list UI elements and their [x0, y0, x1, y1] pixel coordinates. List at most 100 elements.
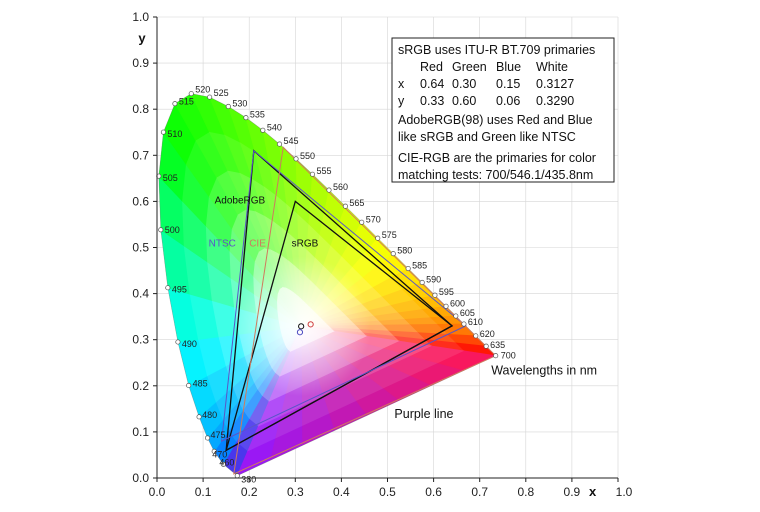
x-tick-label-0.3: 0.3 — [287, 485, 304, 499]
y-axis-label: y — [138, 31, 146, 46]
wavelength-label-460: 460 — [219, 457, 234, 467]
locus-marker-470 — [211, 448, 217, 454]
wavelength-label-490: 490 — [182, 339, 197, 349]
wavelength-label-505: 505 — [163, 173, 178, 183]
info-cell: 0.64 — [420, 77, 444, 91]
locus-marker-565 — [342, 203, 348, 209]
info-note: CIE-RGB are the primaries for color — [398, 151, 596, 165]
locus-marker-600 — [443, 303, 449, 309]
gamut-adobergb — [225, 149, 454, 452]
locus-marker-635 — [483, 343, 489, 349]
gamut-cie — [233, 146, 497, 475]
locus-marker-545 — [276, 141, 283, 147]
gamut-label-srgb: sRGB — [292, 239, 319, 250]
locus-marker-580 — [390, 251, 396, 257]
x-tick-label-0.4: 0.4 — [333, 485, 350, 499]
info-title: sRGB uses ITU-R BT.709 primaries — [398, 43, 595, 57]
locus-marker-510 — [160, 129, 166, 135]
x-tick-label-0.7: 0.7 — [471, 485, 488, 499]
locus-marker-585 — [405, 265, 411, 272]
locus-marker-460 — [220, 461, 226, 467]
gamut-label-ntsc: NTSC — [209, 239, 236, 250]
gamut-ntsc — [220, 149, 467, 442]
locus-marker-570 — [359, 219, 365, 225]
wavelength-label-485: 485 — [193, 378, 208, 388]
info-cell: 0.33 — [420, 94, 444, 108]
locus-marker-620 — [473, 333, 479, 339]
locus-marker-595 — [432, 292, 438, 298]
wavelength-label-555: 555 — [316, 166, 331, 176]
wavelength-label-480: 480 — [202, 410, 217, 420]
locus-marker-475 — [204, 435, 211, 441]
locus-marker-610 — [461, 321, 467, 327]
axes — [153, 16, 619, 482]
info-row-label-x: x — [398, 77, 405, 91]
wavelength-label-520: 520 — [195, 85, 210, 95]
white-point-e — [307, 321, 314, 328]
locus-marker-495 — [165, 285, 171, 291]
info-cell: 0.06 — [496, 94, 520, 108]
locus-marker-525 — [207, 94, 213, 100]
x-tick-label-0.1: 0.1 — [195, 485, 212, 499]
wavelength-label-495: 495 — [172, 285, 187, 295]
white-glow — [231, 256, 372, 397]
locus-marker-380 — [234, 473, 240, 479]
info-col-header-red: Red — [420, 60, 443, 74]
wavelength-label-700: 700 — [501, 351, 516, 361]
locus-marker-540 — [260, 127, 266, 133]
info-cell: 0.30 — [452, 77, 476, 91]
locus-marker-700 — [493, 353, 499, 359]
wavelength-label-550: 550 — [300, 151, 315, 161]
wavelength-label-595: 595 — [439, 287, 454, 297]
y-tick-label-0.2: 0.2 — [132, 379, 149, 393]
info-cell: 0.3290 — [536, 94, 574, 108]
locus-marker-530 — [225, 103, 231, 110]
wavelength-label-620: 620 — [480, 329, 495, 339]
locus-marker-480 — [196, 414, 202, 420]
wavelength-label-545: 545 — [284, 136, 299, 146]
x-tick-label-0.5: 0.5 — [379, 485, 396, 499]
gamut-triangles — [220, 146, 497, 475]
locus-marker-575 — [375, 235, 381, 241]
wavelengths-annotation: Wavelengths in nm — [491, 363, 597, 377]
y-tick-label-0.9: 0.9 — [132, 56, 149, 70]
x-tick-label-0.0: 0.0 — [149, 485, 166, 499]
y-tick-label-0.3: 0.3 — [132, 333, 149, 347]
gamut-label-cie: CIE — [249, 239, 266, 250]
locus-marker-605 — [453, 313, 459, 319]
wavelength-label-560: 560 — [333, 182, 348, 192]
locus-marker-500 — [158, 227, 164, 233]
info-cell: 0.3127 — [536, 77, 574, 91]
info-cell: 0.15 — [496, 77, 520, 91]
wavelength-label-605: 605 — [460, 308, 475, 318]
gamut-label-adobergb: AdobeRGB — [215, 196, 266, 207]
locus-marker-535 — [243, 115, 249, 121]
y-tick-label-0.6: 0.6 — [132, 194, 149, 208]
locus-marker-555 — [309, 171, 316, 177]
y-tick-label-0.8: 0.8 — [132, 102, 149, 116]
info-box — [391, 37, 615, 183]
wavelength-label-470: 470 — [212, 449, 227, 459]
locus-marker-490 — [175, 339, 181, 345]
wavelength-label-510: 510 — [167, 129, 182, 139]
info-note: matching tests: 700/546.1/435.8nm — [398, 168, 593, 182]
white-point-d65 — [298, 323, 305, 330]
y-tick-label-0.4: 0.4 — [132, 287, 149, 301]
locus-marker-590 — [419, 279, 425, 285]
wavelength-label-525: 525 — [214, 88, 229, 98]
locus-marker-560 — [326, 187, 332, 193]
x-tick-label-1.0: 1.0 — [616, 485, 633, 499]
info-cell: 0.60 — [452, 94, 476, 108]
x-tick-label-0.6: 0.6 — [425, 485, 442, 499]
wavelength-label-600: 600 — [450, 298, 465, 308]
locus-marker-550 — [293, 156, 299, 162]
info-note: like sRGB and Green like NTSC — [398, 130, 576, 144]
info-col-header-blue: Blue — [496, 60, 521, 74]
info-col-header-white: White — [536, 60, 568, 74]
x-axis-label: x — [589, 484, 597, 499]
wavelength-label-535: 535 — [250, 110, 265, 120]
locus-marker-520 — [188, 91, 194, 97]
